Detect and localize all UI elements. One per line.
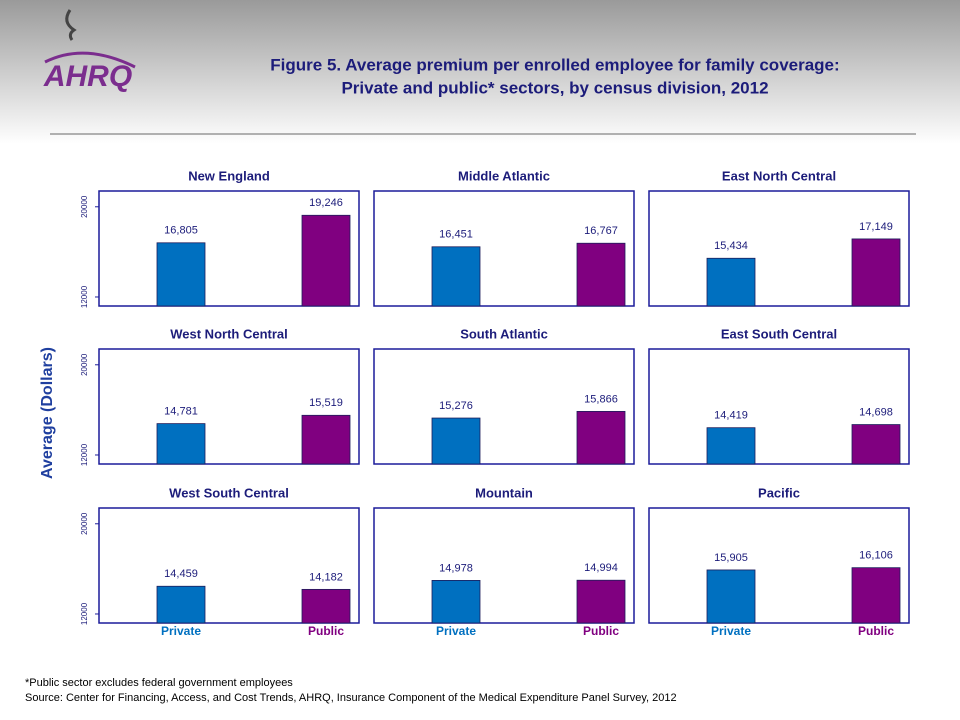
panel-frame <box>648 348 910 465</box>
value-label: 16,451 <box>439 229 473 241</box>
value-label: 19,246 <box>309 197 343 209</box>
plot-background <box>25 160 932 634</box>
x-tick-label: Public <box>308 624 344 638</box>
bar <box>431 246 481 307</box>
bar <box>301 214 351 307</box>
bar <box>706 427 756 465</box>
y-tick-label: 20000 <box>80 195 89 218</box>
value-label: 15,905 <box>714 552 748 564</box>
value-label: 16,767 <box>584 225 618 237</box>
value-label: 14,978 <box>439 562 473 574</box>
panel-frame <box>373 190 635 307</box>
bar <box>301 414 351 465</box>
value-label: 14,419 <box>714 410 748 422</box>
value-label: 14,459 <box>164 568 198 580</box>
bar <box>851 424 901 465</box>
value-label: 15,434 <box>714 240 748 252</box>
value-label: 14,182 <box>309 571 343 583</box>
value-label: 15,519 <box>309 397 343 409</box>
value-label: 15,866 <box>584 393 618 405</box>
panel-title: West North Central <box>170 326 288 341</box>
panel-title: South Atlantic <box>460 326 548 341</box>
bar <box>156 585 206 624</box>
y-tick-label: 12000 <box>80 602 89 625</box>
title-line: Figure 5. Average premium per enrolled e… <box>270 55 839 74</box>
y-tick-label: 12000 <box>80 285 89 308</box>
bar <box>576 242 626 307</box>
footnote: *Public sector excludes federal governme… <box>25 677 293 689</box>
value-label: 15,276 <box>439 400 473 412</box>
y-axis-label: Average (Dollars) <box>39 347 56 479</box>
bar <box>156 242 206 307</box>
bar <box>301 588 351 624</box>
bar <box>431 417 481 465</box>
panel-frame <box>373 507 635 624</box>
value-label: 14,994 <box>584 562 618 574</box>
bar <box>156 423 206 465</box>
value-label: 14,781 <box>164 406 198 418</box>
panel-frame <box>648 190 910 307</box>
panel-title: East South Central <box>721 326 837 341</box>
y-tick-label: 12000 <box>80 443 89 466</box>
bar <box>851 238 901 307</box>
footnote: Source: Center for Financing, Access, an… <box>25 692 677 704</box>
value-label: 16,805 <box>164 225 198 237</box>
x-tick-label: Private <box>711 624 751 638</box>
bar <box>851 567 901 624</box>
panel-frame <box>373 348 635 465</box>
x-tick-label: Public <box>858 624 894 638</box>
panel-title: East North Central <box>722 168 836 183</box>
logo: AHRQ <box>43 60 132 93</box>
panel-frame <box>98 190 360 307</box>
value-label: 17,149 <box>859 221 893 233</box>
logo-swoosh <box>44 51 136 69</box>
panel-frame <box>98 348 360 465</box>
x-tick-label: Public <box>583 624 619 638</box>
panel-title: New England <box>188 168 270 183</box>
panel-frame <box>98 507 360 624</box>
bar <box>431 580 481 624</box>
panel-title: Middle Atlantic <box>458 168 550 183</box>
panel-title: Mountain <box>475 485 533 500</box>
bar <box>706 257 756 307</box>
bar <box>706 569 756 624</box>
panel-title: West South Central <box>169 485 289 500</box>
title-line: Private and public* sectors, by census d… <box>341 78 768 97</box>
bar <box>576 410 626 465</box>
hhs-emblem <box>65 9 77 41</box>
x-tick-label: Private <box>161 624 201 638</box>
y-tick-label: 20000 <box>80 353 89 376</box>
bar <box>576 579 626 624</box>
value-label: 14,698 <box>859 406 893 418</box>
y-tick-label: 20000 <box>80 512 89 535</box>
value-label: 16,106 <box>859 550 893 562</box>
panel-title: Pacific <box>758 485 800 500</box>
panel-frame <box>648 507 910 624</box>
x-tick-label: Private <box>436 624 476 638</box>
